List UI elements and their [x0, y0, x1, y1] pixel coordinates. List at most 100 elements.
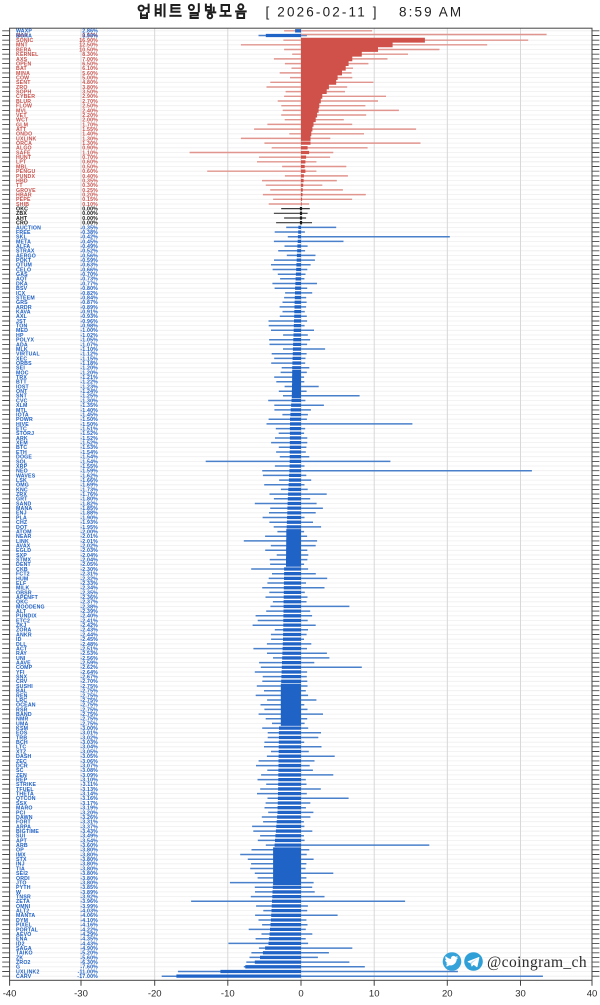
- svg-text:-2.67%: -2.67%: [80, 675, 98, 681]
- svg-text:0.52%: 0.52%: [82, 33, 98, 39]
- svg-text:-0.93%: -0.93%: [80, 314, 98, 320]
- svg-text:10.50%: 10.50%: [79, 47, 98, 53]
- svg-text:ARB: ARB: [16, 843, 28, 849]
- svg-text:MOODENG: MOODENG: [16, 604, 45, 610]
- svg-text:-3.19%: -3.19%: [80, 806, 98, 812]
- svg-text:-0.52%: -0.52%: [80, 249, 98, 255]
- svg-text:PEPE: PEPE: [16, 197, 31, 203]
- svg-text:TFUEL: TFUEL: [16, 787, 34, 793]
- svg-text:-1.02%: -1.02%: [80, 333, 98, 339]
- svg-text:10: 10: [369, 989, 380, 1000]
- svg-text:SUSHI: SUSHI: [16, 684, 33, 690]
- svg-text:-17.00%: -17.00%: [77, 974, 98, 980]
- svg-text:DCR: DCR: [16, 764, 28, 770]
- svg-text:STRIKE: STRIKE: [16, 782, 37, 788]
- svg-text:-2.48%: -2.48%: [80, 642, 98, 648]
- svg-text:-3.49%: -3.49%: [80, 834, 98, 840]
- svg-text:-3.60%: -3.60%: [80, 843, 98, 849]
- svg-text:20: 20: [442, 989, 453, 1000]
- svg-text:16.90%: 16.90%: [79, 38, 98, 44]
- svg-text:SOL: SOL: [16, 459, 28, 465]
- svg-text:REN: REN: [16, 693, 28, 699]
- svg-text:0.20%: 0.20%: [82, 193, 98, 199]
- svg-text:SC: SC: [16, 768, 24, 774]
- svg-text:ZBX: ZBX: [16, 211, 27, 217]
- svg-text:-1.21%: -1.21%: [80, 375, 98, 381]
- svg-text:ZRX: ZRX: [16, 492, 27, 498]
- svg-text:-3.80%: -3.80%: [80, 866, 98, 872]
- svg-text:-2.40%: -2.40%: [80, 614, 98, 620]
- svg-text:-0.98%: -0.98%: [80, 324, 98, 330]
- svg-text:YFI: YFI: [16, 670, 25, 676]
- svg-text:-0.80%: -0.80%: [80, 286, 98, 292]
- svg-text:-4.06%: -4.06%: [80, 913, 98, 919]
- svg-text:-1.40%: -1.40%: [80, 408, 98, 414]
- svg-text:PYTH: PYTH: [16, 885, 31, 891]
- svg-text:-2.35%: -2.35%: [80, 590, 98, 596]
- svg-text:-2.51%: -2.51%: [80, 647, 98, 653]
- svg-text:QTUM: QTUM: [16, 263, 32, 269]
- svg-text:-30: -30: [74, 989, 88, 1000]
- svg-text:2.90%: 2.90%: [82, 94, 98, 100]
- svg-text:8:59 AM: 8:59 AM: [399, 5, 463, 20]
- svg-text:WAVES: WAVES: [16, 473, 36, 479]
- svg-text:UXLINK2: UXLINK2: [16, 969, 40, 975]
- svg-text:-1.15%: -1.15%: [80, 356, 98, 362]
- svg-text:6.50%: 6.50%: [82, 62, 98, 68]
- svg-text:-2.75%: -2.75%: [80, 717, 98, 723]
- svg-text:SAGA: SAGA: [16, 946, 32, 952]
- svg-text:-2.70%: -2.70%: [80, 679, 98, 685]
- svg-text:NEO: NEO: [16, 469, 28, 475]
- svg-text:5.60%: 5.60%: [82, 71, 98, 77]
- svg-text:LSK: LSK: [16, 478, 27, 484]
- svg-text:-20: -20: [148, 989, 162, 1000]
- svg-text:-1.85%: -1.85%: [80, 506, 98, 512]
- svg-text:-2.31%: -2.31%: [80, 572, 98, 578]
- svg-text:LPT: LPT: [16, 160, 27, 166]
- svg-text:CVC: CVC: [16, 398, 28, 404]
- svg-text:-3.80%: -3.80%: [80, 848, 98, 854]
- svg-text:-0.42%: -0.42%: [80, 235, 98, 241]
- svg-text:CELO: CELO: [16, 267, 31, 273]
- svg-text:SOPH: SOPH: [16, 90, 32, 96]
- svg-text:BAL: BAL: [16, 689, 28, 695]
- svg-text:-1.76%: -1.76%: [80, 492, 98, 498]
- svg-text:JTO: JTO: [16, 881, 27, 887]
- svg-text:ZETA: ZETA: [16, 899, 30, 905]
- svg-text:MVL: MVL: [16, 108, 28, 114]
- svg-text:0.30%: 0.30%: [82, 183, 98, 189]
- svg-text:TON: TON: [16, 324, 28, 330]
- svg-text:FREE: FREE: [16, 230, 31, 236]
- svg-text:RAY: RAY: [16, 651, 27, 657]
- svg-text:MARO: MARO: [16, 806, 33, 812]
- svg-text:-0.59%: -0.59%: [80, 258, 98, 264]
- svg-text:-40: -40: [3, 989, 17, 1000]
- svg-text:ANKR: ANKR: [16, 632, 32, 638]
- svg-text:-4.03%: -4.03%: [80, 909, 98, 915]
- svg-text:ID2: ID2: [16, 941, 25, 947]
- svg-text:0.00%: 0.00%: [82, 216, 98, 222]
- svg-text:PORTAL: PORTAL: [16, 927, 39, 933]
- svg-text:-3.96%: -3.96%: [80, 899, 98, 905]
- svg-text:-3.04%: -3.04%: [80, 745, 98, 751]
- svg-text:0.60%: 0.60%: [82, 160, 98, 166]
- svg-text:APT: APT: [16, 838, 28, 844]
- svg-text:-2.75%: -2.75%: [80, 707, 98, 713]
- svg-text:POLYX: POLYX: [16, 338, 34, 344]
- svg-text:KNC: KNC: [16, 487, 28, 493]
- svg-text:LINK: LINK: [16, 539, 29, 545]
- svg-text:-1.69%: -1.69%: [80, 483, 98, 489]
- svg-text:-1.35%: -1.35%: [80, 403, 98, 409]
- svg-text:UXLINK: UXLINK: [16, 136, 37, 142]
- svg-text:ZK: ZK: [16, 955, 23, 961]
- svg-text:0.60%: 0.60%: [82, 169, 98, 175]
- svg-text:ZEC: ZEC: [16, 759, 27, 765]
- svg-text:AEVO: AEVO: [16, 932, 32, 938]
- svg-text:-3.54%: -3.54%: [80, 838, 98, 844]
- svg-text:-3.80%: -3.80%: [80, 881, 98, 887]
- svg-text:-4.90%: -4.90%: [80, 946, 98, 952]
- svg-text:-2.04%: -2.04%: [80, 553, 98, 559]
- svg-text:-1.18%: -1.18%: [80, 361, 98, 367]
- svg-text:SEI2: SEI2: [16, 871, 28, 877]
- svg-text:GRS: GRS: [16, 300, 28, 306]
